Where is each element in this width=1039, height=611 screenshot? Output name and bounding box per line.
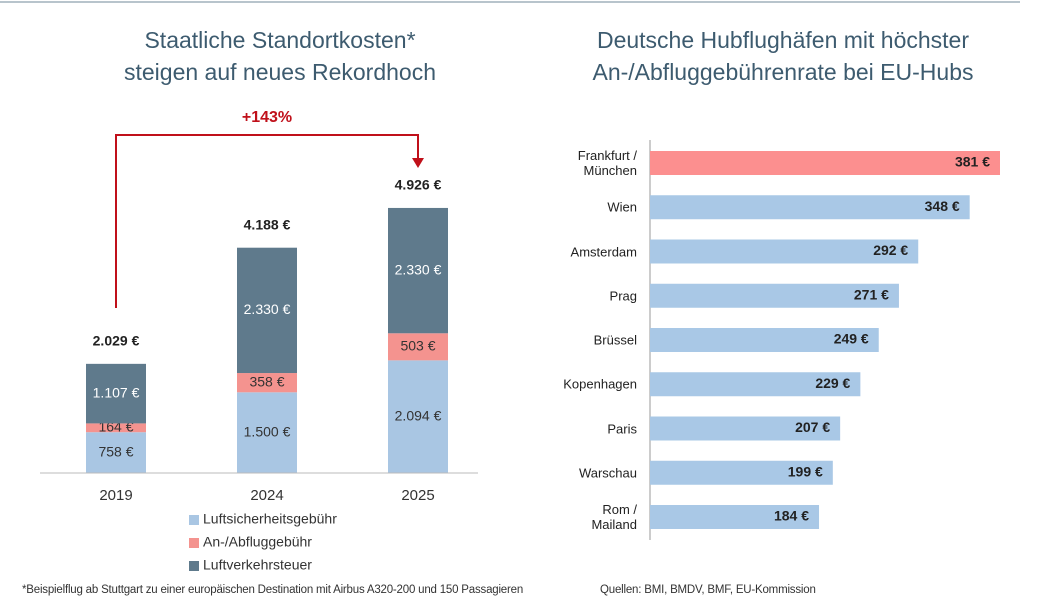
total-label: 4.188 €: [244, 216, 291, 232]
y-tick-label: Prag: [609, 288, 637, 304]
value-label: 2.330 €: [395, 261, 442, 277]
x-tick-label: 2019: [99, 487, 132, 504]
bar: [650, 460, 833, 485]
bar-segment: [388, 207, 448, 334]
legend-label: An-/Abfluggebühr: [203, 534, 312, 550]
growth-annotation: +143%: [242, 109, 292, 126]
value-label: 2.330 €: [244, 301, 291, 317]
value-label: 1.107 €: [93, 384, 140, 400]
sources: Quellen: BMI, BMDV, BMF, EU-Kommission: [600, 584, 816, 596]
legend-label: Luftsicherheitsgebühr: [203, 511, 337, 527]
bar-segment: [86, 363, 146, 424]
y-tick-label: Amsterdam: [570, 244, 637, 259]
value-label: 271 €: [854, 286, 889, 302]
value-label: 348 €: [925, 198, 960, 214]
value-label: 249 €: [834, 331, 869, 347]
value-label: 358 €: [249, 373, 284, 389]
bar: [650, 151, 1000, 175]
y-tick-label: Brüssel: [593, 332, 637, 348]
bar: [650, 416, 841, 441]
value-label: 2.094 €: [395, 407, 442, 423]
value-label: 199 €: [788, 463, 823, 479]
value-label: 1.500 €: [244, 423, 291, 439]
bar: [650, 505, 820, 529]
bar-segment: [86, 423, 146, 433]
bar: [650, 328, 879, 352]
legend-swatch: [189, 515, 199, 525]
value-label: 292 €: [873, 242, 908, 258]
total-label: 4.926 €: [395, 177, 442, 193]
bar: [650, 239, 919, 264]
chart-title: Staatliche Standortkosten*: [144, 27, 415, 53]
value-label: 503 €: [400, 338, 435, 354]
value-label: 184 €: [774, 508, 809, 524]
x-tick-label: 2025: [401, 487, 434, 504]
legend-swatch: [189, 561, 199, 571]
chart-title: steigen auf neues Rekordhoch: [124, 59, 436, 85]
chart-title: Deutsche Hubflughäfen mit höchster: [597, 27, 969, 53]
legend-swatch: [189, 538, 199, 548]
growth-arrow: [412, 158, 424, 168]
value-label: 207 €: [795, 419, 830, 435]
y-tick-label: Wien: [607, 199, 637, 215]
bar-segment: [388, 333, 448, 361]
y-tick-label: Kopenhagen: [563, 376, 637, 392]
y-tick-label: Paris: [607, 421, 637, 436]
y-tick-label: Rom / Mailand: [591, 502, 637, 532]
value-label: 381 €: [955, 154, 990, 170]
bar-segment: [237, 373, 297, 393]
x-tick-label: 2024: [250, 487, 283, 504]
bar-segment: [86, 432, 146, 473]
bar-segment: [237, 247, 297, 374]
footnote: *Beispielflug ab Stuttgart zu einer euro…: [22, 584, 524, 596]
chart-title: An-/Abfluggebührenrate bei EU-Hubs: [592, 59, 973, 85]
bar: [650, 372, 861, 397]
value-label: 229 €: [815, 375, 850, 391]
total-label: 2.029 €: [93, 333, 140, 349]
bar-segment: [237, 392, 297, 473]
legend-label: Luftverkehrsteuer: [203, 557, 312, 573]
y-tick-label: Frankfurt / München: [577, 148, 637, 178]
bar-segment: [388, 360, 448, 473]
y-tick-label: Warschau: [578, 465, 637, 481]
bar: [650, 283, 899, 308]
value-label: 758 €: [98, 443, 133, 459]
growth-bracket: [115, 134, 419, 308]
bar: [650, 195, 970, 220]
